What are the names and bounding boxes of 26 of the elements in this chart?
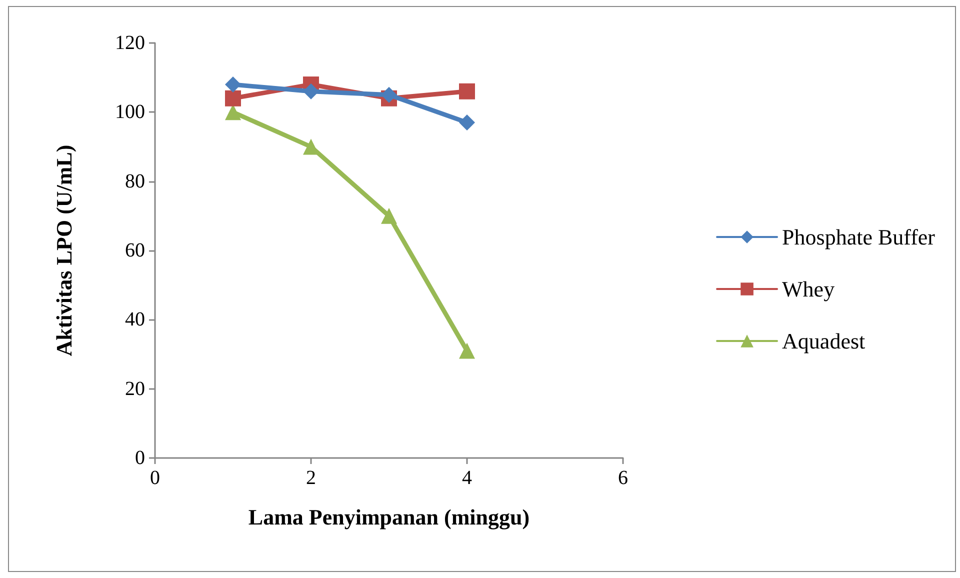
legend-label: Aquadest [782,328,866,354]
legend-label: Phosphate Buffer [782,224,936,250]
point [225,90,241,106]
x-axis-title: Lama Penyimpanan (minggu) [248,504,530,530]
point [225,104,241,120]
point [459,83,475,100]
y-tick-label: 40 [125,308,145,331]
x-tick-label: 0 [150,467,160,489]
x-tick-label: 4 [462,467,472,489]
y-tick-label: 100 [115,101,145,124]
y-tick-label: 80 [125,170,145,192]
y-tick-label: 120 [115,32,145,54]
y-tick-label: 60 [125,240,145,262]
legend-label: Whey [782,276,835,302]
point [303,138,319,155]
point [225,76,241,92]
x-tick-label: 6 [618,467,628,489]
y-axis-title: Aktivitas LPO (U/mL) [52,144,76,356]
x-tick-label: 2 [306,467,316,489]
point [459,114,475,131]
y-tick-label: 20 [125,378,145,400]
point [459,342,475,359]
point [381,208,397,224]
point [303,83,319,100]
y-tick-label: 0 [135,447,145,469]
point [381,86,397,103]
